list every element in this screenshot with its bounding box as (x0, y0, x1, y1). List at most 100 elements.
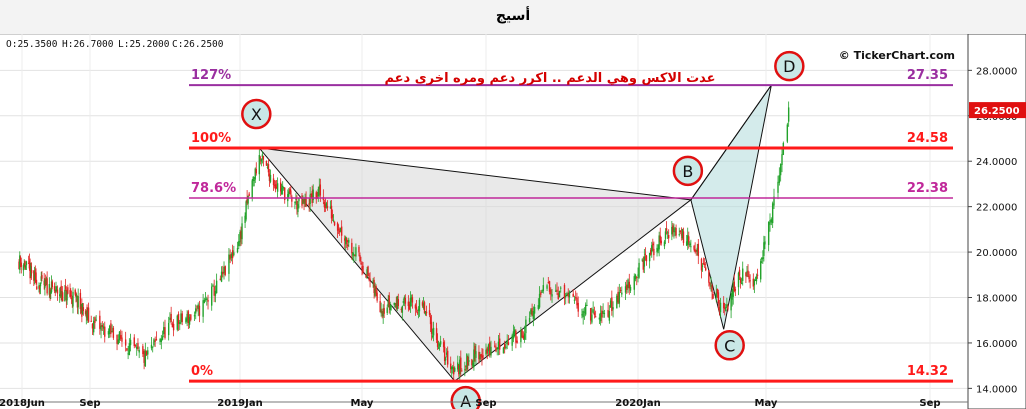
candle (682, 227, 685, 246)
candle (36, 279, 38, 291)
candle-body (745, 272, 747, 277)
date-tick-label: May (351, 398, 374, 409)
candle-body (601, 310, 603, 318)
candle-body (273, 185, 276, 187)
candle-body (317, 189, 319, 197)
date-axis[interactable]: 2018Jun Sep 2019Jan May Sep 2020Jan May Sep (0, 398, 968, 409)
candle (520, 326, 522, 348)
candle-body (332, 219, 335, 222)
candle (76, 295, 79, 314)
candle-body (294, 201, 296, 203)
fib-price-label: 14.32 (907, 364, 948, 379)
candle (515, 329, 517, 349)
candle (556, 282, 558, 295)
candle-body (46, 278, 48, 294)
candle (302, 195, 304, 205)
candle-body (138, 349, 140, 353)
candle (756, 268, 759, 279)
candle (212, 283, 214, 287)
candle (592, 301, 594, 314)
candle (268, 169, 271, 187)
candle-body (761, 257, 763, 260)
candle (81, 298, 83, 323)
candle (24, 260, 26, 271)
candle-body (376, 292, 378, 301)
candle-body (75, 292, 77, 297)
candle-body (386, 307, 388, 313)
candle-body (207, 300, 209, 302)
candle-body (240, 231, 242, 239)
candle (643, 248, 646, 274)
candle-body (465, 365, 467, 367)
candle (786, 122, 789, 144)
fib-price-label: 24.58 (907, 131, 948, 146)
candle-body (238, 241, 240, 247)
candle-body (680, 234, 683, 236)
candle (65, 286, 68, 309)
candle (764, 236, 766, 250)
candle (220, 266, 223, 283)
candle (638, 258, 640, 279)
candle (591, 307, 593, 325)
candle-body (255, 168, 257, 174)
candle-body (190, 314, 192, 320)
candle-body (181, 313, 183, 322)
candle (781, 149, 783, 173)
candle-body (779, 164, 782, 176)
candle (267, 158, 270, 177)
candle-body (778, 175, 781, 183)
candle-body (626, 284, 628, 290)
fib-pct-label: 0% (191, 364, 213, 379)
candle (745, 271, 747, 283)
annotation-text: عدت الاكس وهي الدعم .. اكرر دعم ومره اخر… (384, 71, 715, 86)
candle (354, 254, 356, 257)
last-price-tag: 26.2500 (969, 102, 1026, 119)
candle (305, 191, 307, 208)
candle (94, 316, 96, 329)
candle-body (338, 230, 341, 233)
candle-body (403, 296, 406, 300)
candle (259, 155, 262, 165)
candle-body (85, 310, 88, 318)
candle (599, 305, 602, 326)
candle-body (764, 241, 766, 245)
candle-body (268, 173, 271, 181)
candle-body (346, 238, 348, 243)
candle-body (347, 244, 349, 246)
candle (507, 335, 510, 346)
candle-body (611, 297, 613, 312)
candle-body (730, 297, 732, 311)
candle-body (690, 246, 692, 248)
candle (290, 185, 292, 197)
candle (773, 188, 775, 210)
candle (528, 311, 531, 323)
price-chart[interactable]: 127% 27.35 100% 24.58 78.6% 22.38 0% 14.32 X A B C… (0, 34, 1026, 409)
candle-body (375, 286, 377, 294)
candle (522, 331, 525, 341)
candle-body (134, 344, 137, 346)
candle (598, 313, 601, 325)
candle (521, 329, 523, 339)
candle-body (633, 276, 635, 290)
candle (401, 305, 404, 321)
candle-body (431, 335, 434, 337)
candle (275, 179, 278, 189)
candle-body (59, 289, 62, 297)
candle (195, 304, 197, 320)
candle (207, 294, 209, 310)
candle (777, 175, 779, 200)
candle (338, 227, 341, 236)
candle (417, 306, 420, 319)
candle (27, 255, 30, 264)
candle (697, 239, 699, 265)
candle-body (627, 279, 629, 288)
candle (414, 303, 417, 316)
candle-body (416, 312, 419, 314)
candle (33, 266, 36, 285)
candle-body (444, 358, 447, 361)
candle-body (220, 271, 223, 282)
candle (495, 343, 497, 353)
candle (206, 296, 208, 306)
price-axis[interactable]: 14.0000 16.0000 18.0000 20.0000 22.0000 24.00… (967, 34, 1026, 409)
candle (177, 311, 180, 331)
